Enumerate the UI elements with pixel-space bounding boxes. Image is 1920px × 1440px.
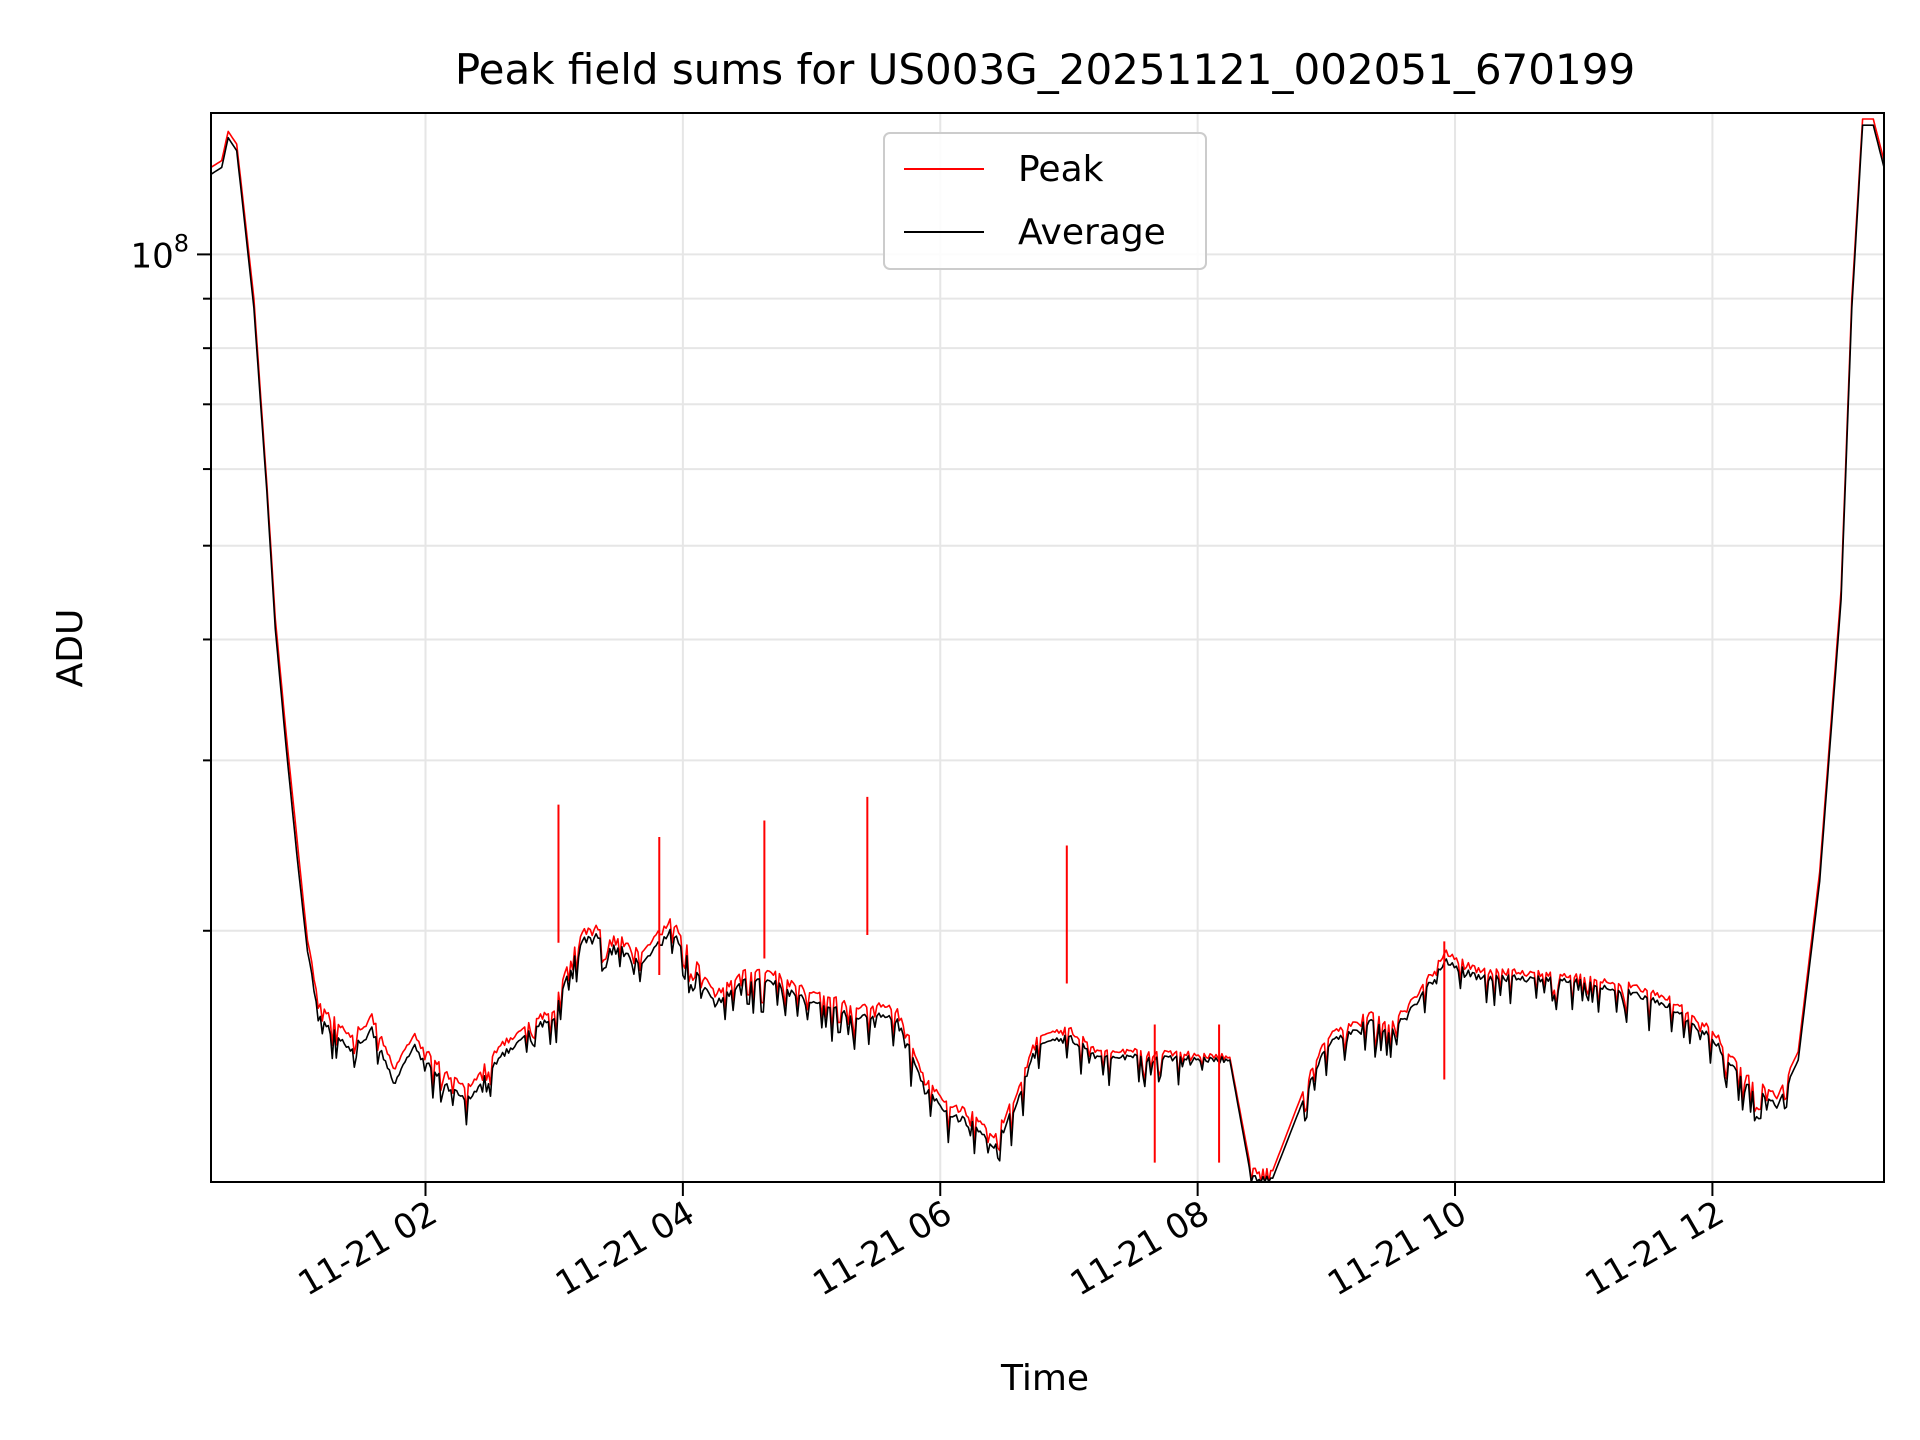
y-axis: 108 — [130, 229, 211, 932]
chart-title: Peak field sums for US003G_20251121_0020… — [455, 45, 1635, 94]
y-axis-label: ADU — [50, 609, 91, 688]
y-tick-label-base: 10 — [130, 236, 173, 276]
plot-frame — [210, 112, 1885, 1183]
legend: Peak Average — [883, 132, 1207, 270]
y-tick-label-exponent: 8 — [174, 229, 189, 257]
legend-box — [883, 132, 1207, 270]
series-line-average — [210, 124, 1885, 1183]
legend-label-peak: Peak — [1018, 149, 1104, 190]
y-tick-label: 108 — [130, 229, 189, 276]
legend-label-average: Average — [1018, 212, 1166, 253]
x-axis-label: Time — [1000, 1358, 1089, 1399]
grid-layer — [211, 113, 1884, 1182]
series-line-peak — [210, 118, 1885, 1183]
series-layer — [210, 118, 1885, 1183]
